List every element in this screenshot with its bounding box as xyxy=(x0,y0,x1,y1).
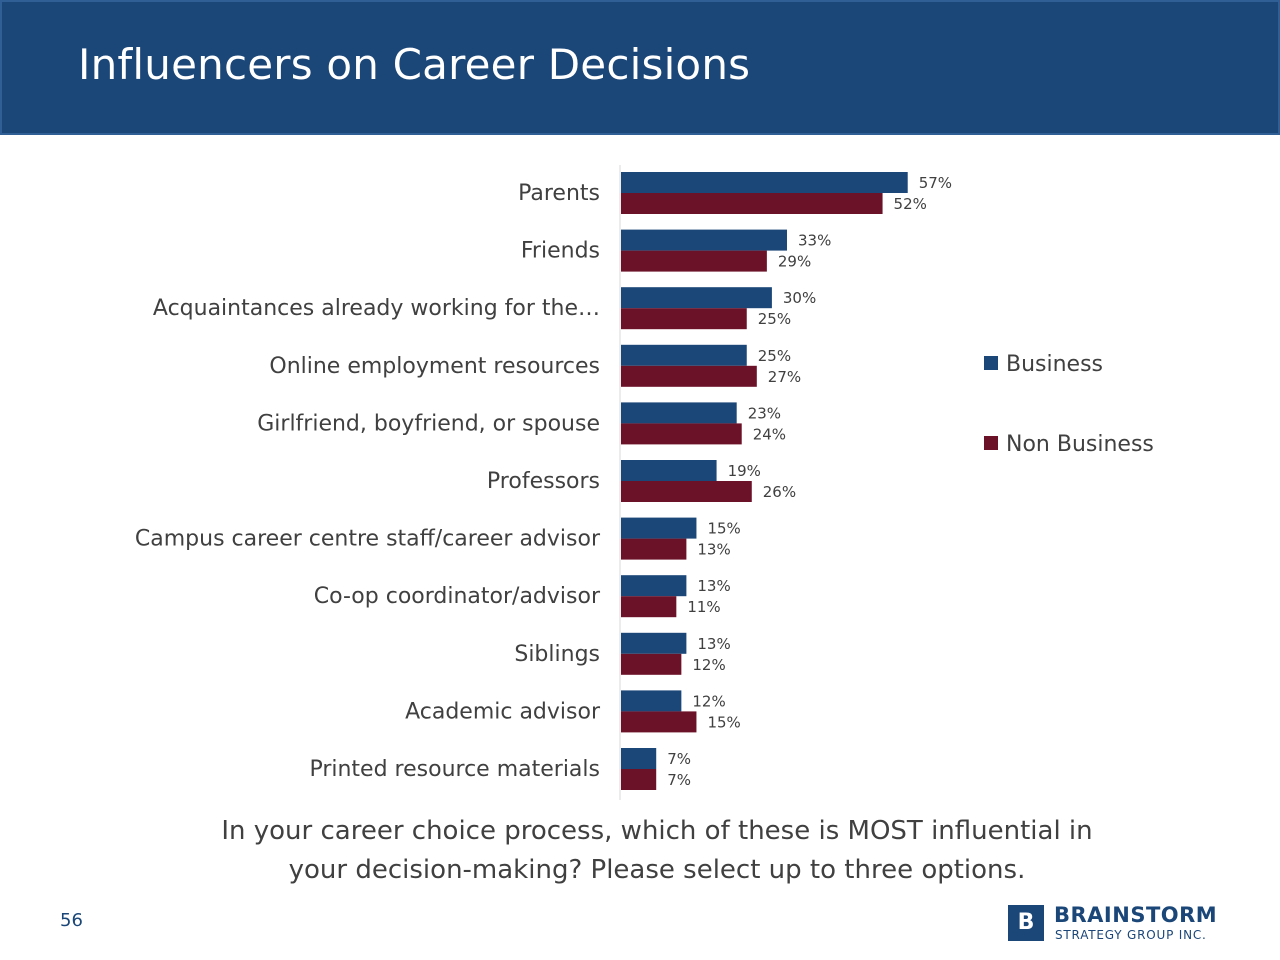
value-label-business: 23% xyxy=(748,404,781,422)
category-label: Friends xyxy=(521,239,600,264)
value-label-business: 57% xyxy=(919,174,952,192)
bar-chart: Parents 57% 52% Friends 33% 29% Acquaintances … xyxy=(0,150,1280,810)
question-line-2: your decision-making? Please select up t… xyxy=(288,855,1026,885)
category-label: Online employment resources xyxy=(269,354,600,379)
category-label: Co-op coordinator/advisor xyxy=(314,584,601,609)
value-label-business: 7% xyxy=(667,750,691,768)
value-label-non-business: 26% xyxy=(763,483,796,501)
value-label-non-business: 12% xyxy=(692,656,725,674)
bar-non-business xyxy=(621,308,747,330)
category-label: Girlfriend, boyfriend, or spouse xyxy=(257,411,600,436)
bar-non-business xyxy=(621,596,677,618)
bar-business xyxy=(621,172,908,193)
bar-business xyxy=(621,344,747,366)
value-label-business: 15% xyxy=(707,520,740,538)
bar-non-business xyxy=(621,538,687,560)
bar-business xyxy=(621,402,737,424)
logo-name: BRAINSTORM xyxy=(1054,903,1218,927)
legend-swatch xyxy=(984,436,998,450)
bar-business xyxy=(621,748,657,769)
logo-mark-icon: B xyxy=(1008,905,1044,941)
value-label-non-business: 15% xyxy=(707,713,740,731)
category-label: Printed resource materials xyxy=(309,757,600,782)
bar-non-business xyxy=(621,423,742,445)
logo-subtitle: STRATEGY GROUP INC. xyxy=(1055,928,1207,942)
value-label-business: 12% xyxy=(692,692,725,710)
value-label-non-business: 11% xyxy=(687,598,720,616)
value-label-non-business: 27% xyxy=(768,368,801,386)
bar-non-business xyxy=(621,653,682,675)
header-bar: Influencers on Career Decisions xyxy=(0,0,1280,135)
question-line-1: In your career choice process, which of … xyxy=(221,816,1093,846)
bar-non-business xyxy=(621,481,752,502)
value-label-business: 13% xyxy=(697,577,730,595)
page-number: 56 xyxy=(60,910,83,931)
legend-swatch xyxy=(984,356,998,370)
category-label: Campus career centre staff/career adviso… xyxy=(135,527,601,552)
brand-logo: B BRAINSTORM STRATEGY GROUP INC. xyxy=(1008,903,1228,943)
value-label-business: 30% xyxy=(783,289,816,307)
bar-non-business xyxy=(621,250,767,272)
bar-business xyxy=(621,575,687,597)
value-label-business: 33% xyxy=(798,232,831,250)
bar-business xyxy=(621,229,787,251)
category-label: Parents xyxy=(518,181,600,206)
value-label-non-business: 29% xyxy=(778,253,811,271)
value-label-business: 13% xyxy=(697,635,730,653)
category-label: Academic advisor xyxy=(405,699,601,724)
bar-business xyxy=(621,690,682,712)
survey-question: In your career choice process, which of … xyxy=(0,812,1280,890)
bar-non-business xyxy=(621,769,657,790)
value-label-non-business: 25% xyxy=(758,310,791,328)
value-label-non-business: 52% xyxy=(894,195,927,213)
bar-non-business xyxy=(621,365,757,387)
chart-canvas: Parents 57% 52% Friends 33% 29% Acquaintances … xyxy=(135,165,1154,800)
value-label-business: 25% xyxy=(758,347,791,365)
value-label-business: 19% xyxy=(728,462,761,480)
bar-business xyxy=(621,517,697,539)
category-label: Acquaintances already working for the… xyxy=(153,296,600,321)
bar-non-business xyxy=(621,193,883,214)
value-label-non-business: 24% xyxy=(753,425,786,443)
legend-label: Non Business xyxy=(1006,432,1154,457)
value-label-non-business: 13% xyxy=(697,541,730,559)
bar-business xyxy=(621,460,717,481)
bar-business xyxy=(621,632,687,654)
bar-business xyxy=(621,287,772,309)
legend-label: Business xyxy=(1006,352,1103,377)
category-label: Siblings xyxy=(514,642,600,667)
category-label: Professors xyxy=(487,469,600,494)
slide-title: Influencers on Career Decisions xyxy=(78,40,751,89)
value-label-non-business: 7% xyxy=(667,771,691,789)
bar-non-business xyxy=(621,711,697,733)
